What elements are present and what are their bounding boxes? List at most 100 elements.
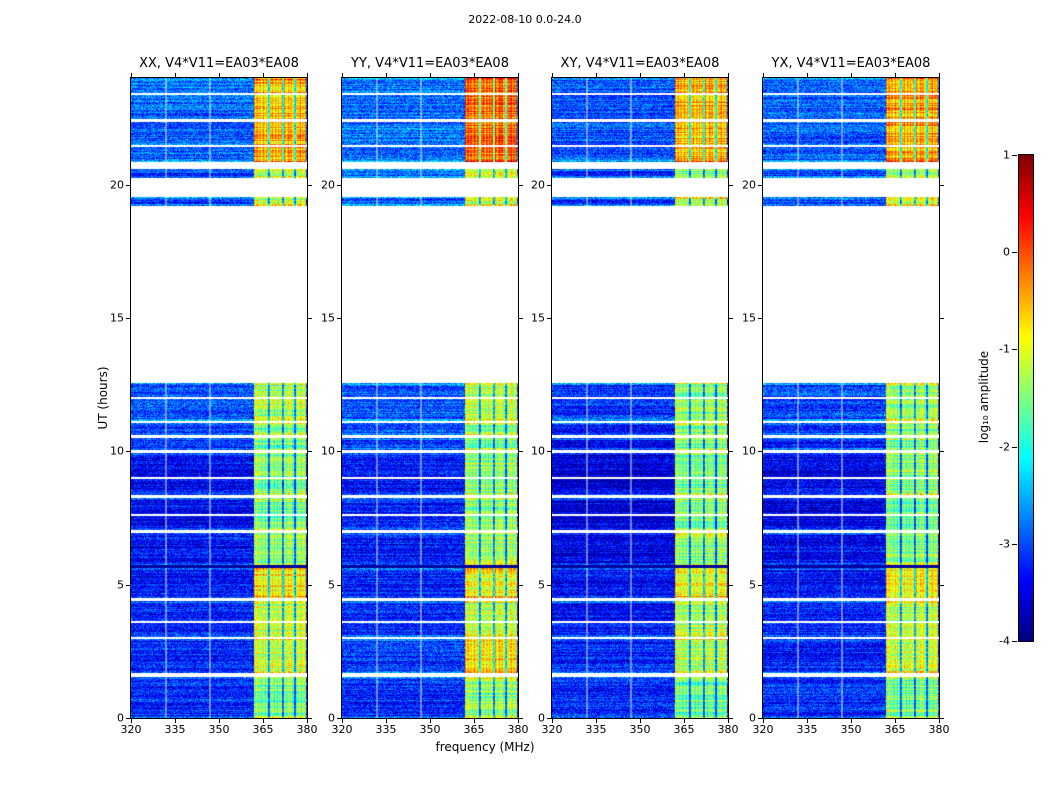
x-tick-mark bbox=[807, 719, 808, 723]
y-tick-mark bbox=[308, 184, 312, 186]
x-tick-mark bbox=[684, 719, 685, 723]
panel-title-yy: YY, V4*V11=EA03*EA08 bbox=[351, 56, 509, 71]
x-tick-label: 350 bbox=[840, 723, 862, 736]
x-tick-mark bbox=[939, 719, 940, 723]
x-tick-mark bbox=[386, 73, 387, 77]
y-tick-label: 20 bbox=[321, 178, 335, 192]
x-tick-mark bbox=[307, 73, 308, 77]
y-tick-mark bbox=[547, 451, 551, 453]
y-tick-mark bbox=[308, 584, 312, 586]
x-tick-mark bbox=[219, 73, 220, 77]
y-tick-mark bbox=[337, 184, 341, 186]
y-tick-label: 20 bbox=[531, 178, 545, 192]
y-tick-mark bbox=[547, 184, 551, 186]
x-tick-mark bbox=[640, 719, 641, 723]
y-tick-mark bbox=[940, 718, 944, 719]
y-tick-mark bbox=[940, 584, 944, 586]
y-tick-label: 20 bbox=[110, 178, 124, 192]
x-tick-label: 320 bbox=[752, 723, 774, 736]
x-tick-mark bbox=[131, 73, 132, 77]
x-tick-mark bbox=[763, 73, 764, 77]
x-tick-mark bbox=[728, 73, 729, 77]
x-tick-mark bbox=[474, 719, 475, 723]
y-tick-label: 10 bbox=[531, 444, 545, 458]
x-tick-mark bbox=[131, 719, 132, 723]
x-tick-label: 350 bbox=[419, 723, 441, 736]
x-tick-label: 350 bbox=[629, 723, 651, 736]
colorbar-tick-mark bbox=[1012, 349, 1017, 351]
x-tick-mark bbox=[219, 719, 220, 723]
y-tick-label: 0 bbox=[328, 711, 335, 725]
x-tick-label: 335 bbox=[585, 723, 607, 736]
y-tick-mark bbox=[337, 451, 341, 453]
x-tick-label: 350 bbox=[208, 723, 230, 736]
x-tick-label: 320 bbox=[331, 723, 353, 736]
y-tick-label: 5 bbox=[538, 578, 545, 592]
x-tick-mark bbox=[640, 73, 641, 77]
y-tick-label: 10 bbox=[321, 444, 335, 458]
colorbar-tick-mark bbox=[1012, 252, 1017, 254]
x-tick-mark bbox=[596, 73, 597, 77]
colorbar-tick-label: 1 bbox=[1003, 148, 1010, 162]
y-tick-label: 0 bbox=[538, 711, 545, 725]
colorbar-tick-label: -1 bbox=[999, 342, 1010, 356]
x-tick-mark bbox=[552, 719, 553, 723]
y-tick-mark bbox=[126, 184, 130, 186]
x-tick-mark bbox=[386, 719, 387, 723]
x-tick-mark bbox=[763, 719, 764, 723]
y-tick-mark bbox=[337, 718, 341, 719]
x-tick-mark bbox=[342, 719, 343, 723]
y-tick-mark bbox=[940, 318, 944, 319]
x-tick-mark bbox=[851, 719, 852, 723]
x-tick-mark bbox=[518, 719, 519, 723]
x-tick-label: 335 bbox=[375, 723, 397, 736]
y-tick-mark bbox=[126, 718, 130, 719]
x-tick-label: 365 bbox=[463, 723, 485, 736]
x-tick-label: 380 bbox=[717, 723, 739, 736]
x-tick-mark bbox=[263, 719, 264, 723]
x-tick-mark bbox=[596, 719, 597, 723]
y-tick-mark bbox=[519, 451, 523, 453]
y-tick-label: 0 bbox=[117, 711, 124, 725]
y-tick-mark bbox=[758, 584, 762, 586]
y-tick-mark bbox=[547, 318, 551, 319]
x-tick-mark bbox=[518, 73, 519, 77]
x-tick-mark bbox=[175, 73, 176, 77]
panel-title-yx: YX, V4*V11=EA03*EA08 bbox=[771, 56, 931, 71]
y-tick-mark bbox=[729, 584, 733, 586]
y-tick-label: 15 bbox=[531, 311, 545, 325]
y-tick-label: 15 bbox=[321, 311, 335, 325]
x-tick-mark bbox=[939, 73, 940, 77]
y-tick-mark bbox=[729, 718, 733, 719]
y-tick-mark bbox=[729, 184, 733, 186]
colorbar-label: log₁₀ amplitude bbox=[977, 350, 991, 444]
spectrogram-canvas-xx bbox=[130, 77, 308, 719]
x-tick-mark bbox=[430, 719, 431, 723]
x-tick-mark bbox=[474, 73, 475, 77]
y-tick-mark bbox=[126, 318, 130, 319]
y-tick-label: 15 bbox=[742, 311, 756, 325]
x-tick-label: 320 bbox=[541, 723, 563, 736]
y-tick-mark bbox=[729, 451, 733, 453]
x-tick-label: 335 bbox=[164, 723, 186, 736]
x-tick-mark bbox=[684, 73, 685, 77]
y-tick-mark bbox=[729, 318, 733, 319]
colorbar-tick-mark bbox=[1012, 641, 1017, 642]
spectrogram-canvas-xy bbox=[551, 77, 729, 719]
x-tick-mark bbox=[552, 73, 553, 77]
x-tick-label: 320 bbox=[120, 723, 142, 736]
colorbar-tick-label: 0 bbox=[1003, 245, 1010, 259]
y-axis-label: UT (hours) bbox=[96, 366, 110, 430]
x-tick-mark bbox=[263, 73, 264, 77]
y-tick-mark bbox=[940, 451, 944, 453]
x-tick-mark bbox=[342, 73, 343, 77]
x-tick-mark bbox=[807, 73, 808, 77]
y-tick-mark bbox=[547, 584, 551, 586]
x-tick-mark bbox=[430, 73, 431, 77]
y-tick-mark bbox=[308, 451, 312, 453]
colorbar-tick-label: -2 bbox=[999, 440, 1010, 454]
x-tick-mark bbox=[895, 719, 896, 723]
x-tick-mark bbox=[175, 719, 176, 723]
x-tick-mark bbox=[728, 719, 729, 723]
